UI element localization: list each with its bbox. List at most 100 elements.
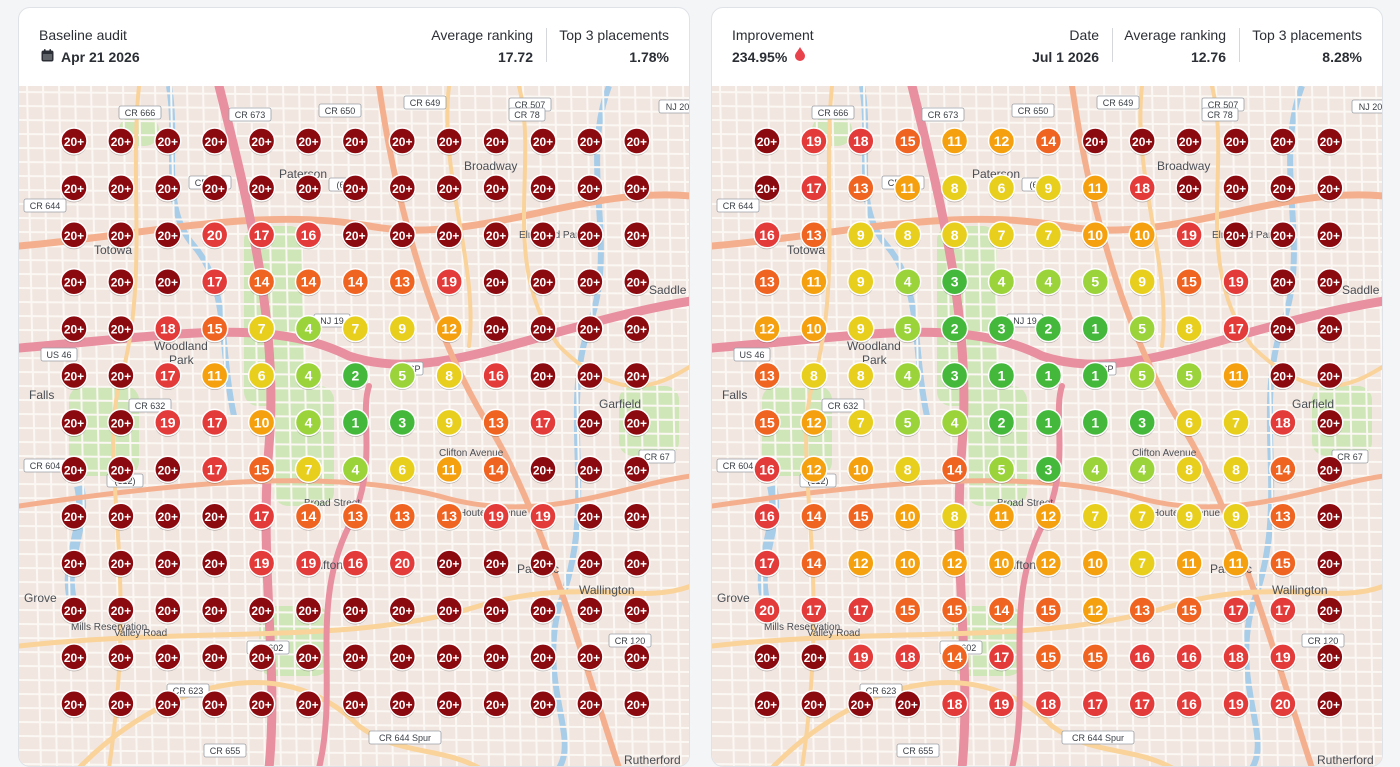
rank-marker[interactable]: 20+ [623, 455, 651, 484]
rank-marker[interactable]: 4 [1128, 455, 1156, 484]
rank-marker[interactable]: 12 [987, 127, 1016, 156]
rank-marker[interactable]: 10 [1081, 549, 1110, 578]
rank-marker[interactable]: 20+ [1316, 549, 1344, 578]
rank-marker[interactable]: 17 [200, 267, 229, 297]
rank-marker[interactable]: 9 [847, 221, 875, 250]
rank-marker[interactable]: 11 [1222, 361, 1250, 391]
rank-marker[interactable]: 16 [1175, 690, 1203, 719]
rank-marker[interactable]: 17 [529, 408, 557, 437]
rank-marker[interactable]: 9 [847, 267, 875, 297]
rank-marker[interactable]: 20+ [1269, 267, 1297, 297]
rank-marker[interactable]: 13 [341, 502, 370, 531]
rank-marker[interactable]: 20+ [482, 690, 510, 719]
rank-marker[interactable]: 20+ [482, 174, 510, 203]
rank-marker[interactable]: 8 [940, 502, 969, 531]
rank-marker[interactable]: 14 [294, 267, 323, 297]
rank-marker[interactable]: 1 [1034, 408, 1063, 437]
rank-marker[interactable]: 20+ [1316, 643, 1344, 672]
rank-marker[interactable]: 20+ [154, 502, 182, 531]
rank-marker[interactable]: 20+ [294, 174, 323, 203]
rank-marker[interactable]: 3 [940, 361, 969, 391]
rank-marker[interactable]: 7 [341, 314, 370, 344]
rank-marker[interactable]: 17 [987, 643, 1016, 672]
rank-marker[interactable]: 20+ [576, 643, 604, 672]
rank-marker[interactable]: 11 [1081, 174, 1110, 203]
rank-marker[interactable]: 20+ [107, 455, 135, 484]
rank-marker[interactable]: 20+ [1222, 221, 1250, 250]
rank-marker[interactable]: 1 [1081, 361, 1110, 391]
rank-marker[interactable]: 8 [940, 174, 969, 203]
rank-marker[interactable]: 20+ [482, 314, 510, 344]
rank-marker[interactable]: 20+ [154, 127, 182, 156]
rank-marker[interactable]: 9 [1175, 502, 1203, 531]
rank-marker[interactable]: 20+ [482, 643, 510, 672]
rank-marker[interactable]: 20+ [800, 690, 828, 719]
rank-marker[interactable]: 20+ [576, 174, 604, 203]
rank-marker[interactable]: 5 [1128, 361, 1156, 391]
rank-marker[interactable]: 17 [1222, 596, 1250, 625]
rank-marker[interactable]: 20+ [1269, 127, 1297, 156]
rank-marker[interactable]: 20+ [154, 221, 182, 250]
rank-marker[interactable]: 20+ [1316, 127, 1344, 156]
rank-marker[interactable]: 8 [893, 221, 922, 250]
rank-marker[interactable]: 20+ [623, 643, 651, 672]
rank-marker[interactable]: 20+ [529, 690, 557, 719]
rank-marker[interactable]: 17 [847, 596, 875, 625]
rank-marker[interactable]: 20+ [435, 174, 463, 203]
rank-marker[interactable]: 19 [987, 690, 1016, 719]
rank-marker[interactable]: 17 [800, 174, 828, 203]
rank-marker[interactable]: 20+ [388, 690, 417, 719]
rank-marker[interactable]: 17 [247, 502, 276, 531]
rank-marker[interactable]: 20+ [623, 127, 651, 156]
rank-marker[interactable]: 14 [294, 502, 323, 531]
rank-marker[interactable]: 13 [1128, 596, 1156, 625]
rank-marker[interactable]: 17 [1222, 314, 1250, 344]
rank-marker[interactable]: 20+ [200, 502, 229, 531]
rank-marker[interactable]: 6 [987, 174, 1016, 203]
rank-marker[interactable]: 17 [1081, 690, 1110, 719]
rank-marker[interactable]: 13 [482, 408, 510, 437]
rank-marker[interactable]: 20+ [623, 596, 651, 625]
rank-marker[interactable]: 20+ [1316, 221, 1344, 250]
rank-marker[interactable]: 20+ [753, 690, 781, 719]
rank-marker[interactable]: 20+ [482, 127, 510, 156]
rank-marker[interactable]: 20+ [576, 221, 604, 250]
rank-marker[interactable]: 18 [1269, 408, 1297, 437]
rank-marker[interactable]: 20+ [107, 549, 135, 578]
improvement-rank-map[interactable]: CR 666 CR 673 CR 650 CR 649 CR 507 CR 78 NJ 20… [712, 86, 1382, 766]
rank-marker[interactable]: 19 [482, 502, 510, 531]
rank-marker[interactable]: 8 [1175, 455, 1203, 484]
rank-marker[interactable]: 8 [893, 455, 922, 484]
rank-marker[interactable]: 19 [1222, 267, 1250, 297]
rank-marker[interactable]: 20+ [154, 643, 182, 672]
rank-marker[interactable]: 2 [987, 408, 1016, 437]
rank-marker[interactable]: 20+ [294, 596, 323, 625]
rank-marker[interactable]: 16 [1128, 643, 1156, 672]
rank-marker[interactable]: 20+ [107, 690, 135, 719]
rank-marker[interactable]: 10 [893, 549, 922, 578]
rank-marker[interactable]: 20+ [154, 174, 182, 203]
rank-marker[interactable]: 20+ [388, 596, 417, 625]
rank-marker[interactable]: 11 [800, 267, 828, 297]
rank-marker[interactable]: 20+ [388, 174, 417, 203]
rank-marker[interactable]: 20+ [154, 690, 182, 719]
rank-marker[interactable]: 15 [893, 127, 922, 156]
rank-marker[interactable]: 20+ [107, 314, 135, 344]
rank-marker[interactable]: 14 [1034, 127, 1063, 156]
rank-marker[interactable]: 20+ [200, 549, 229, 578]
rank-marker[interactable]: 20+ [800, 643, 828, 672]
rank-marker[interactable]: 13 [753, 361, 781, 391]
rank-marker[interactable]: 20+ [1269, 174, 1297, 203]
rank-marker[interactable]: 20+ [623, 690, 651, 719]
rank-marker[interactable]: 13 [1269, 502, 1297, 531]
rank-marker[interactable]: 3 [388, 408, 417, 437]
rank-marker[interactable]: 20+ [60, 174, 88, 203]
rank-marker[interactable]: 20+ [247, 127, 276, 156]
rank-marker[interactable]: 20+ [200, 174, 229, 203]
rank-marker[interactable]: 20+ [1316, 502, 1344, 531]
rank-marker[interactable]: 5 [1175, 361, 1203, 391]
rank-marker[interactable]: 10 [247, 408, 276, 437]
rank-marker[interactable]: 4 [341, 455, 370, 484]
rank-marker[interactable]: 20+ [60, 361, 88, 391]
rank-marker[interactable]: 20+ [294, 643, 323, 672]
